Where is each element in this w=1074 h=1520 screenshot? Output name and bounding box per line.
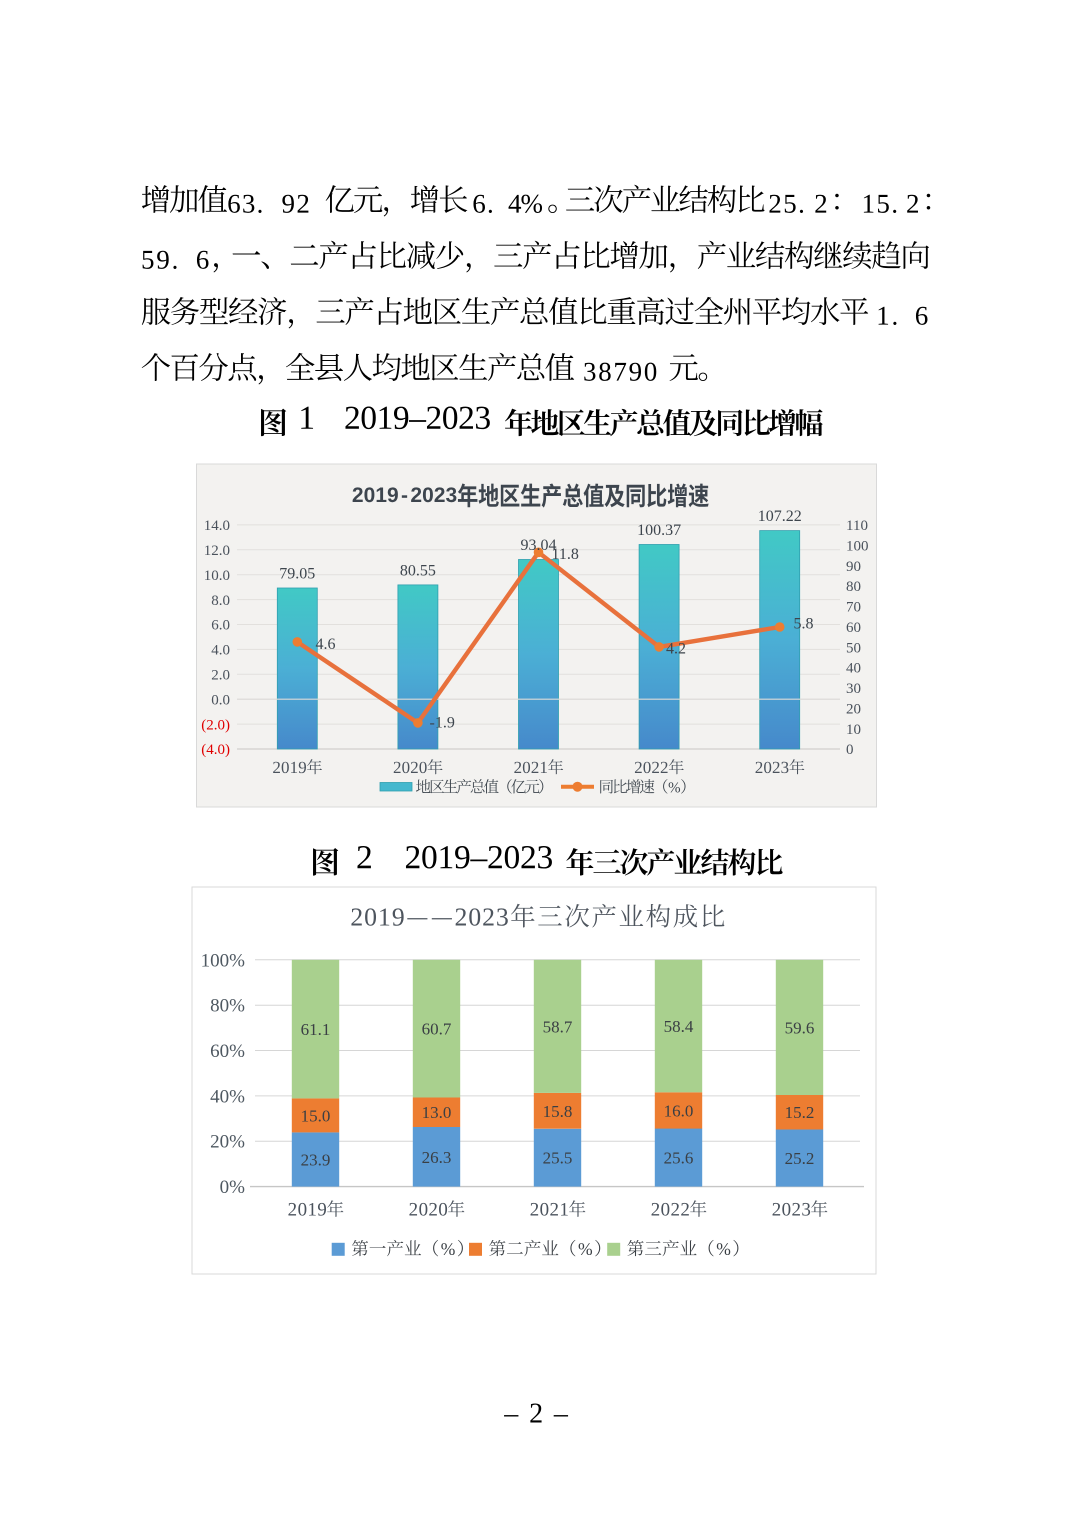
svg-text:25.5: 25.5 [543, 1149, 573, 1168]
svg-text:4.0: 4.0 [211, 643, 230, 659]
svg-text:4.6: 4.6 [316, 636, 336, 653]
svg-text:60: 60 [846, 620, 861, 636]
svg-text:40: 40 [846, 661, 861, 677]
svg-text:40%: 40% [210, 1086, 245, 1107]
svg-text:0%: 0% [220, 1177, 246, 1198]
svg-text:79.05: 79.05 [279, 566, 315, 583]
svg-text:12.0: 12.0 [204, 543, 230, 559]
svg-text:13.0: 13.0 [422, 1103, 452, 1122]
svg-text:0.0: 0.0 [211, 692, 230, 708]
svg-text:(2.0): (2.0) [201, 717, 230, 733]
svg-text:23.9: 23.9 [301, 1151, 331, 1170]
svg-text:59.6: 59.6 [785, 1018, 815, 1037]
svg-text:10.0: 10.0 [204, 568, 230, 584]
svg-text:26.3: 26.3 [422, 1148, 452, 1167]
svg-text:20: 20 [846, 702, 861, 718]
svg-text:58.7: 58.7 [543, 1017, 573, 1036]
svg-text:6.0: 6.0 [211, 618, 230, 634]
svg-text:30: 30 [846, 681, 861, 697]
svg-text:93.04: 93.04 [521, 537, 557, 554]
svg-text:14.0: 14.0 [204, 518, 230, 534]
svg-text:110: 110 [846, 518, 868, 534]
svg-text:2.0: 2.0 [211, 668, 230, 684]
svg-text:25.2: 25.2 [785, 1149, 815, 1168]
svg-text:61.1: 61.1 [301, 1020, 331, 1039]
svg-text:8.0: 8.0 [211, 593, 230, 609]
svg-text:4.2: 4.2 [666, 641, 686, 658]
svg-text:0: 0 [846, 742, 854, 758]
svg-text:15.2: 15.2 [785, 1103, 815, 1122]
svg-text:15.8: 15.8 [543, 1102, 573, 1121]
svg-text:10: 10 [846, 722, 861, 738]
svg-text:100%: 100% [201, 950, 246, 971]
svg-text:90: 90 [846, 559, 861, 575]
svg-text:60%: 60% [210, 1041, 245, 1062]
svg-text:58.4: 58.4 [664, 1017, 694, 1036]
svg-text:70: 70 [846, 600, 861, 616]
svg-text:5.8: 5.8 [794, 616, 814, 633]
svg-text:60.7: 60.7 [422, 1020, 452, 1039]
svg-text:(4.0): (4.0) [201, 742, 230, 758]
svg-text:107.22: 107.22 [758, 508, 802, 525]
svg-text:80.55: 80.55 [400, 563, 436, 580]
svg-text:20%: 20% [210, 1132, 245, 1153]
svg-text:-1.9: -1.9 [430, 715, 455, 732]
svg-text:– 2 –: – 2 – [503, 1399, 570, 1430]
svg-text:16.0: 16.0 [664, 1101, 694, 1120]
svg-text:80%: 80% [210, 996, 245, 1017]
svg-text:25.6: 25.6 [664, 1149, 694, 1168]
svg-text:11.8: 11.8 [552, 546, 579, 563]
svg-text:15.0: 15.0 [301, 1106, 331, 1125]
svg-text:50: 50 [846, 640, 861, 656]
svg-text:100: 100 [846, 539, 869, 555]
svg-text:100.37: 100.37 [637, 522, 681, 539]
svg-text:80: 80 [846, 579, 861, 595]
